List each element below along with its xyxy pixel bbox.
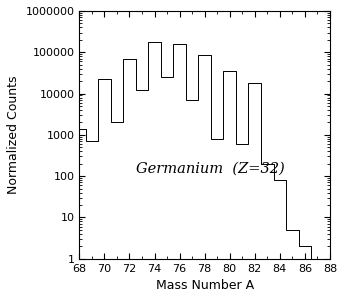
Y-axis label: Normalized Counts: Normalized Counts	[7, 76, 20, 194]
X-axis label: Mass Number A: Mass Number A	[155, 279, 254, 292]
Text: Germanium  (Z=32): Germanium (Z=32)	[136, 162, 284, 176]
